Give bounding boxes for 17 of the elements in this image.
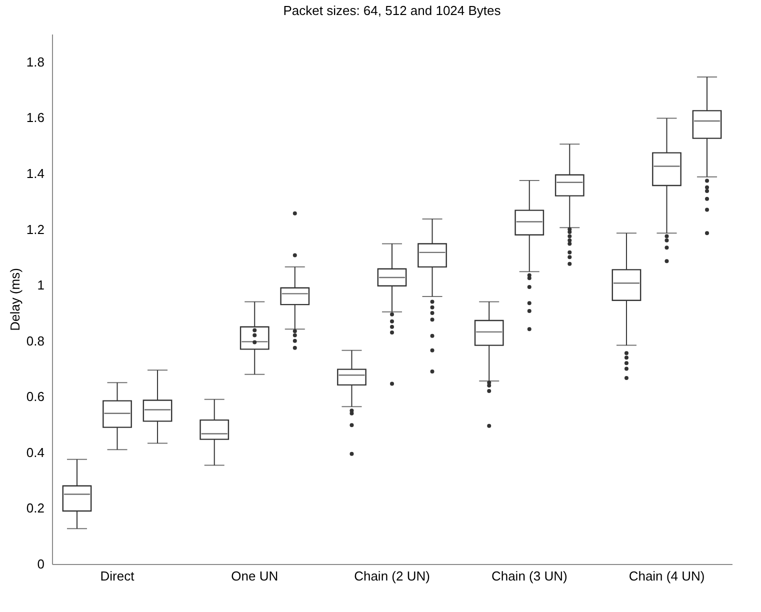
- x-tick-label: Chain (2 UN): [354, 568, 430, 584]
- y-tick-label: 1.8: [26, 54, 44, 70]
- y-tick-label: 0.4: [26, 444, 44, 460]
- x-tick-label: One UN: [231, 568, 278, 584]
- x-tick-label: Chain (4 UN): [628, 568, 705, 584]
- x-tick-label: Direct: [100, 568, 135, 584]
- y-axis-title: Delay (ms): [7, 268, 22, 331]
- y-tick-label: 0.2: [26, 500, 44, 516]
- x-tick-label: Chain (3 UN): [491, 568, 568, 584]
- y-tick-label: 1.4: [26, 166, 44, 181]
- y-tick-label: 0.8: [26, 333, 44, 348]
- y-tick-label: 1.2: [26, 222, 44, 237]
- y-tick-label: 0: [37, 556, 44, 572]
- y-tick-label: 1: [37, 278, 44, 293]
- chart-title: Packet sizes: 64, 512 and 1024 Bytes: [283, 3, 502, 18]
- y-tick-label: 0.6: [26, 389, 44, 404]
- y-tick-label: 1.6: [26, 110, 44, 126]
